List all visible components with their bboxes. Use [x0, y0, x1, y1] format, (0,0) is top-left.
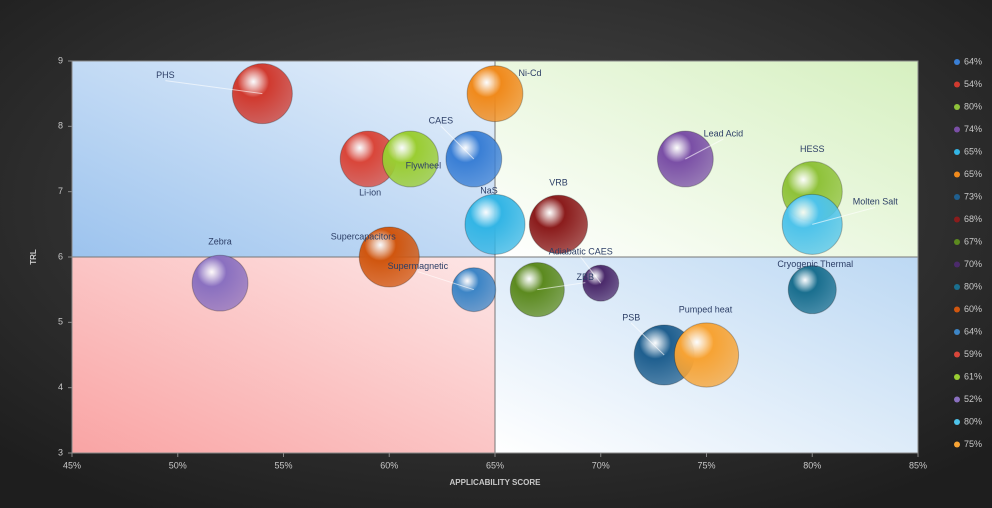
legend-marker — [954, 216, 960, 223]
legend-label: 65% — [964, 146, 982, 156]
x-tick-label: 65% — [486, 460, 504, 470]
legend-marker — [954, 419, 960, 425]
bubble-label: Adiabatic CAES — [549, 247, 613, 257]
leader-line — [685, 138, 724, 160]
legend-label: 80% — [964, 101, 982, 111]
bubble — [464, 193, 526, 255]
legend-marker — [954, 306, 960, 313]
labels: CAES PHS HESS Lead Acid NaS Ni-Cd PSB VRB ZBB Adi… — [156, 68, 899, 356]
bubble — [191, 254, 249, 312]
y-tick-label: 9 — [58, 55, 63, 65]
y-tick-label: 7 — [58, 186, 63, 196]
legend-label: 60% — [964, 304, 982, 314]
legend-marker — [954, 194, 960, 200]
quadrant — [72, 257, 495, 453]
bubble — [358, 226, 420, 288]
bubble-label: ZBB — [577, 272, 595, 282]
bubble-label: Supermagnetic — [388, 261, 449, 271]
bubble-label: Cryogenic Thermal — [777, 259, 853, 269]
legend-marker — [954, 104, 960, 110]
bubble — [787, 265, 837, 315]
legend-marker — [954, 329, 960, 335]
bubble-label: Zebra — [208, 237, 232, 247]
y-tick-label: 8 — [58, 121, 63, 131]
bubble — [528, 194, 589, 254]
y-tick-label: 4 — [58, 382, 63, 392]
bubble-label: CAES — [429, 115, 454, 125]
legend-marker — [954, 261, 960, 268]
legend-label: 80% — [964, 416, 982, 426]
bubble — [466, 65, 524, 123]
bubble-label: Pumped heat — [679, 304, 733, 314]
y-tick-label: 3 — [58, 447, 63, 457]
bubble-label: Molten Salt — [853, 197, 899, 207]
x-tick-label: 60% — [380, 460, 398, 470]
legend-marker — [954, 59, 960, 65]
leader-line — [630, 322, 665, 356]
x-tick-label: 45% — [63, 460, 81, 470]
legend-label: 54% — [964, 79, 982, 89]
legend-marker — [954, 149, 960, 155]
legend-label: 75% — [964, 439, 982, 449]
bubble-label: VRB — [549, 178, 568, 188]
leader-line — [417, 271, 475, 291]
bubble-label: Supercapacitors — [331, 231, 397, 241]
legend-label: 59% — [964, 349, 982, 359]
bubble — [673, 322, 740, 388]
legend-marker — [954, 126, 960, 133]
legend-marker — [954, 171, 960, 178]
legend-marker — [954, 284, 960, 290]
leader-line — [537, 282, 586, 291]
legend-marker — [954, 351, 960, 358]
legend-label: 64% — [964, 56, 982, 66]
legend-marker — [954, 396, 960, 403]
legend-marker — [954, 239, 960, 245]
legend-label: 65% — [964, 169, 982, 179]
leader-line — [812, 206, 876, 225]
bubble-label: Ni-Cd — [518, 68, 541, 78]
y-tick-label: 5 — [58, 317, 63, 327]
y-tick-label: 6 — [58, 251, 63, 261]
legend-label: 67% — [964, 236, 982, 246]
x-tick-label: 85% — [909, 460, 927, 470]
legend-label: 80% — [964, 281, 982, 291]
x-tick-label: 70% — [592, 460, 610, 470]
y-axis-title: TRL — [29, 249, 38, 265]
x-tick-label: 50% — [169, 460, 187, 470]
bubble-label: HESS — [800, 144, 825, 154]
legend-label: 64% — [964, 326, 982, 336]
bubble-label: Lead Acid — [704, 128, 744, 138]
bubble-label: Flywheel — [406, 160, 442, 170]
leader-line — [580, 256, 602, 284]
legend-label: 74% — [964, 124, 982, 134]
bubble-label: NaS — [480, 186, 498, 196]
x-tick-label: 55% — [274, 460, 292, 470]
bubbles — [191, 63, 843, 388]
x-tick-label: 80% — [803, 460, 821, 470]
leader-line — [440, 125, 475, 160]
bubble-label: Li-ion — [359, 187, 381, 197]
bubble — [382, 130, 439, 188]
bubble-label: PSB — [622, 312, 640, 322]
leader-line — [165, 80, 263, 95]
x-axis-title: APPLICABILITY SCORE — [450, 478, 542, 487]
x-tick-label: 75% — [697, 460, 715, 470]
legend-marker — [954, 81, 960, 88]
legend-label: 52% — [964, 394, 982, 404]
legend-label: 70% — [964, 259, 982, 269]
legend-marker — [954, 374, 960, 380]
legend-label: 73% — [964, 191, 982, 201]
bubble-label: PHS — [156, 70, 175, 80]
legend-label: 61% — [964, 371, 982, 381]
legend-marker — [954, 441, 960, 448]
legend-label: 68% — [964, 214, 982, 224]
